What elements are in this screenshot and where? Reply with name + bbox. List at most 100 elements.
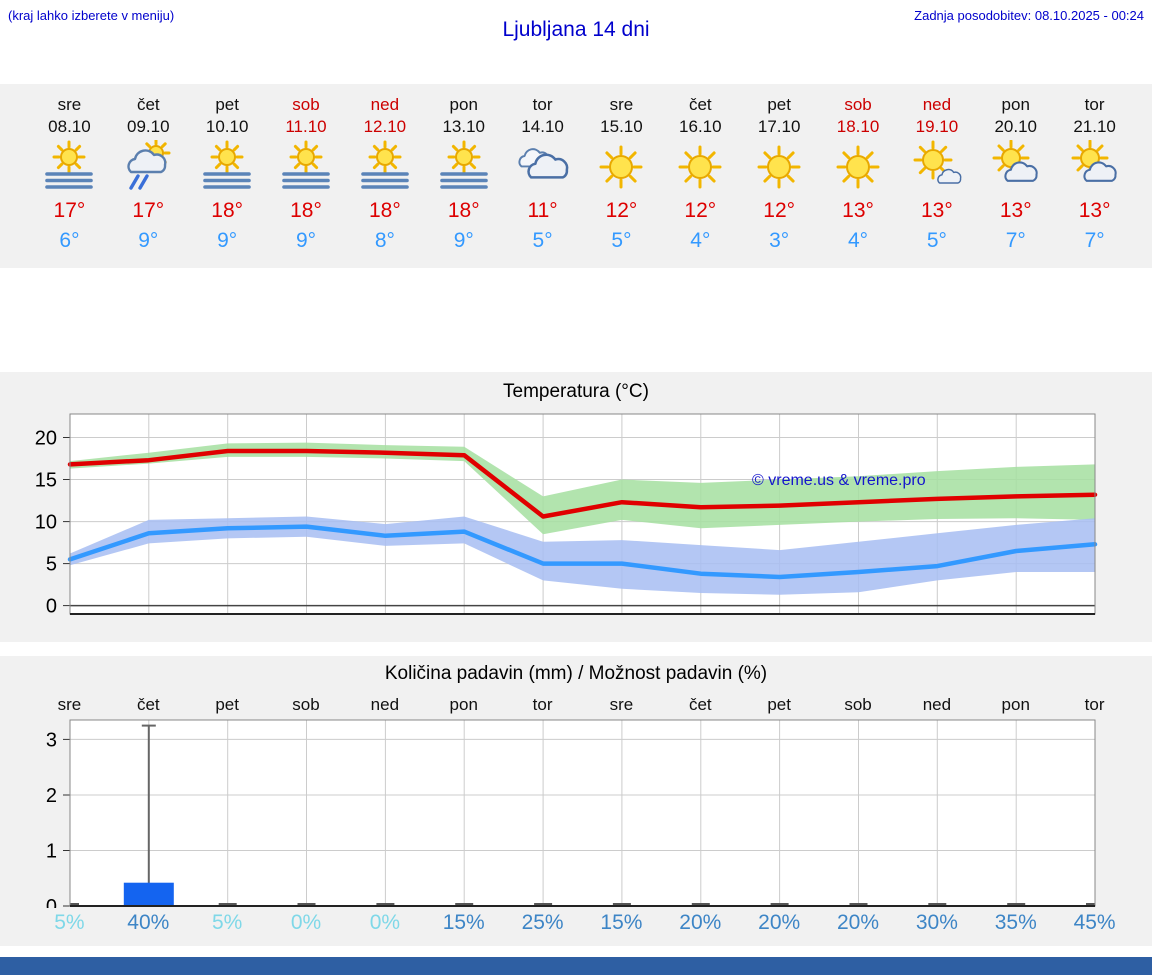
high-temp: 17° bbox=[53, 199, 86, 222]
low-temp: 7° bbox=[1005, 229, 1026, 252]
location-menu-note: (kraj lahko izberete v meniju) bbox=[8, 8, 175, 23]
forecast-day: sob 11.10 18° 9° bbox=[267, 94, 346, 256]
day-date: 14.10 bbox=[521, 117, 564, 136]
precip-percent: 30% bbox=[915, 911, 958, 934]
sun-icon bbox=[819, 140, 898, 196]
day-date: 21.10 bbox=[1073, 117, 1116, 136]
precip-day-label: ned bbox=[922, 695, 952, 714]
high-temp: 12° bbox=[763, 199, 796, 222]
precip-percent: 0% bbox=[369, 911, 401, 934]
spacer bbox=[0, 268, 1152, 372]
day-date: 15.10 bbox=[600, 117, 643, 136]
precip-percent: 5% bbox=[54, 911, 85, 934]
weather-page: (kraj lahko izberete v meniju) Zadnja po… bbox=[0, 8, 1152, 975]
high-temp: 18° bbox=[368, 199, 401, 222]
day-name: sob bbox=[844, 95, 872, 114]
svg-text:0: 0 bbox=[46, 896, 57, 908]
sun-icon bbox=[661, 140, 740, 196]
precip-day-label: pon bbox=[449, 695, 478, 714]
forecast-day: pet 10.10 18° 9° bbox=[188, 94, 267, 256]
forecast-day: tor 14.10 11° 5° bbox=[503, 94, 582, 256]
high-temp: 18° bbox=[290, 199, 322, 222]
day-date: 13.10 bbox=[442, 117, 485, 136]
cloud-icon bbox=[503, 140, 582, 196]
high-temp: 13° bbox=[842, 199, 874, 222]
precip-percent: 20% bbox=[837, 911, 880, 934]
day-name: pet bbox=[215, 95, 239, 114]
sun-fog-icon bbox=[424, 140, 503, 196]
low-temp: 8° bbox=[374, 229, 395, 252]
sun-cloud-icon bbox=[976, 139, 1055, 196]
gap bbox=[0, 642, 1152, 656]
precip-day-label: tor bbox=[532, 695, 553, 714]
day-date: 20.10 bbox=[994, 117, 1038, 136]
high-temp: 13° bbox=[1078, 199, 1111, 222]
sun-small-cloud-icon bbox=[897, 140, 976, 196]
precip-percent: 40% bbox=[127, 911, 170, 934]
svg-text:5: 5 bbox=[46, 554, 57, 576]
sun-fog-icon bbox=[267, 140, 346, 196]
forecast-day: pon 20.10 13° 7° bbox=[976, 94, 1055, 256]
day-date: 08.10 bbox=[48, 117, 91, 136]
forecast-day: sre 08.10 17° 6° bbox=[30, 94, 109, 256]
svg-text:0: 0 bbox=[46, 596, 57, 616]
forecast-day: čet 16.10 12° 4° bbox=[661, 94, 740, 256]
precip-day-label: sre bbox=[609, 695, 634, 714]
low-temp: 6° bbox=[59, 229, 80, 252]
svg-text:10: 10 bbox=[35, 512, 57, 534]
day-name: sob bbox=[292, 95, 320, 114]
forecast-day: čet 09.10 17° 9° bbox=[109, 94, 188, 256]
day-date: 11.10 bbox=[285, 117, 327, 136]
day-date: 16.10 bbox=[679, 117, 722, 136]
forecast-strip: sre 08.10 17° 6° čet 09.10 17° 9° pet 10.10 18° 9° s… bbox=[0, 84, 1152, 268]
precipitation-chart: 0 1 2 3 bbox=[46, 719, 1096, 908]
day-name: ned bbox=[370, 95, 400, 114]
precip-day-label: čet bbox=[136, 695, 160, 714]
copyright-watermark: © vreme.us & vreme.pro bbox=[752, 472, 926, 489]
day-date: 18.10 bbox=[836, 117, 880, 136]
precip-percent: 15% bbox=[442, 911, 485, 934]
low-temp: 5° bbox=[611, 229, 632, 252]
sun-fog-icon bbox=[30, 140, 109, 196]
low-temp: 3° bbox=[769, 229, 790, 252]
precip-percent-row: 5% 40% 5% 0% 0% 15% 25% 15% 20% 20% 20% 30% 35% 45% bbox=[0, 908, 1152, 938]
day-date: 17.10 bbox=[757, 117, 801, 136]
day-name: ned bbox=[922, 95, 952, 114]
precip-percent: 20% bbox=[758, 911, 801, 934]
day-name: sre bbox=[57, 95, 82, 114]
precip-day-label: pet bbox=[767, 695, 791, 714]
forecast-day: pet 17.10 12° 3° bbox=[740, 94, 819, 256]
precip-day-label: sre bbox=[57, 695, 82, 714]
svg-text:1: 1 bbox=[46, 841, 57, 863]
temperature-chart-title: Temperatura (°C) bbox=[503, 381, 649, 402]
precip-day-label: pon bbox=[1001, 695, 1030, 714]
day-name: tor bbox=[1084, 95, 1105, 114]
low-temp: 5° bbox=[926, 229, 947, 252]
high-temp: 12° bbox=[605, 199, 638, 222]
forecast-day: pon 13.10 18° 9° bbox=[424, 94, 503, 256]
precip-day-label: tor bbox=[1084, 695, 1105, 714]
day-name: čet bbox=[136, 95, 160, 114]
day-date: 12.10 bbox=[363, 117, 407, 136]
high-temp: 18° bbox=[211, 199, 244, 222]
precip-percent: 5% bbox=[211, 911, 243, 934]
precip-day-label: pet bbox=[215, 695, 239, 714]
forecast-day: ned 19.10 13° 5° bbox=[897, 94, 976, 256]
footer-bar bbox=[0, 957, 1152, 975]
precip-day-label: ned bbox=[370, 695, 400, 714]
precip-day-label: sob bbox=[292, 695, 320, 714]
day-date: 09.10 bbox=[127, 117, 170, 136]
svg-text:20: 20 bbox=[35, 428, 57, 450]
precip-day-label: čet bbox=[688, 695, 712, 714]
day-name: pon bbox=[449, 95, 478, 114]
precip-percent: 35% bbox=[994, 911, 1037, 934]
sun-fog-icon bbox=[345, 140, 424, 196]
forecast-day: sob 18.10 13° 4° bbox=[819, 94, 898, 256]
low-temp: 9° bbox=[453, 229, 474, 252]
page-title: Ljubljana 14 dni bbox=[502, 18, 650, 41]
sun-rain-icon bbox=[109, 138, 188, 196]
sun-fog-icon bbox=[188, 140, 267, 196]
precip-chart-title: Količina padavin (mm) / Možnost padavin … bbox=[384, 663, 768, 684]
high-temp: 13° bbox=[999, 199, 1032, 222]
forecast-day: tor 21.10 13° 7° bbox=[1055, 94, 1134, 256]
